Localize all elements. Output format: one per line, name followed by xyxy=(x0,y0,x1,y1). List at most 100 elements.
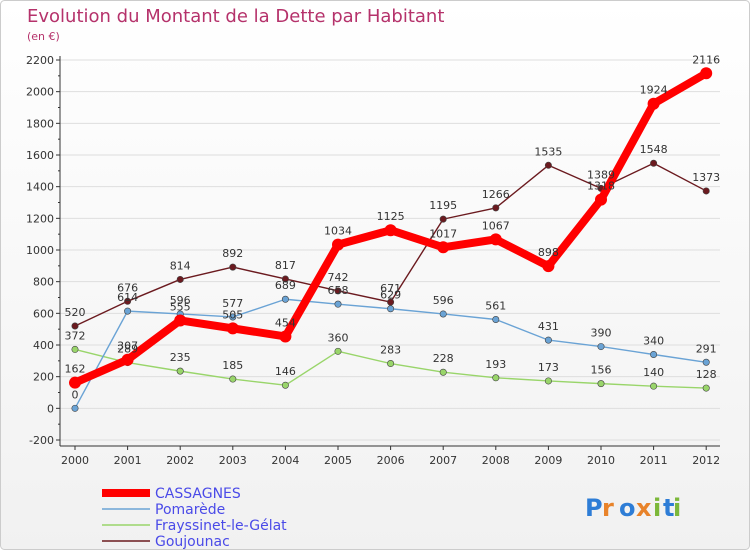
data-point xyxy=(492,374,500,382)
data-label: 307 xyxy=(117,340,138,353)
data-label: 146 xyxy=(275,365,296,378)
data-label: 283 xyxy=(380,344,401,357)
data-point xyxy=(542,260,555,273)
data-point xyxy=(384,224,397,237)
data-point xyxy=(226,322,239,335)
data-point xyxy=(334,347,342,355)
y-tick-label: 1800 xyxy=(26,117,54,130)
y-tick-label: 0 xyxy=(47,402,54,415)
brand-letter: i xyxy=(673,494,681,522)
data-label: 817 xyxy=(275,259,296,272)
data-point xyxy=(229,375,237,383)
data-label: 1195 xyxy=(429,199,457,212)
x-tick-label: 2006 xyxy=(377,454,405,467)
legend-label: Goujounac xyxy=(155,534,230,550)
data-label: 658 xyxy=(328,284,349,297)
x-tick-label: 2002 xyxy=(166,454,194,467)
data-label: 561 xyxy=(485,300,506,313)
data-point xyxy=(650,382,658,390)
legend-label: CASSAGNES xyxy=(155,486,241,502)
data-label: 2116 xyxy=(692,53,720,66)
data-point xyxy=(647,97,660,110)
legend-label: Frayssinet-le-Gélat xyxy=(155,518,287,534)
data-label: 629 xyxy=(380,289,401,302)
axes: -200020040060080010001200140016001800200… xyxy=(26,54,720,467)
data-label: 520 xyxy=(65,306,86,319)
x-tick-label: 2012 xyxy=(692,454,720,467)
x-tick-label: 2009 xyxy=(534,454,562,467)
data-point xyxy=(332,238,344,251)
data-point xyxy=(439,215,447,223)
data-point xyxy=(121,353,134,366)
data-point xyxy=(229,263,237,271)
data-point xyxy=(176,275,184,283)
data-label: 1017 xyxy=(429,227,457,240)
data-label: 1034 xyxy=(324,225,352,238)
x-tick-label: 2001 xyxy=(114,454,142,467)
brand-letter: i xyxy=(653,494,661,522)
data-point xyxy=(700,67,713,80)
x-tick-label: 2004 xyxy=(271,454,299,467)
data-point xyxy=(174,314,187,327)
chart-title: Evolution du Montant de la Dette par Hab… xyxy=(27,6,444,27)
data-point xyxy=(544,336,552,344)
data-label: 1535 xyxy=(534,145,562,158)
brand-letter: x xyxy=(636,494,652,522)
x-tick-label: 2010 xyxy=(587,454,615,467)
data-label: 1266 xyxy=(482,188,510,201)
data-label: 289 xyxy=(117,343,138,356)
data-label: 291 xyxy=(696,342,717,355)
data-point xyxy=(176,367,184,375)
data-label: 892 xyxy=(222,247,243,260)
data-point xyxy=(387,360,395,368)
x-tick-label: 2000 xyxy=(61,454,89,467)
data-label: 1125 xyxy=(377,210,405,223)
data-point xyxy=(702,358,710,366)
y-tick-label: 800 xyxy=(33,276,54,289)
data-point xyxy=(387,305,395,313)
data-label: 671 xyxy=(380,282,401,295)
data-point xyxy=(281,275,289,283)
x-tick-label: 2003 xyxy=(219,454,247,467)
data-label: 689 xyxy=(275,279,296,292)
data-point xyxy=(489,233,502,246)
data-label: 185 xyxy=(222,359,243,372)
data-label: 814 xyxy=(170,259,191,272)
x-tick-label: 2005 xyxy=(324,454,352,467)
series xyxy=(69,67,713,412)
y-tick-label: 1200 xyxy=(26,212,54,225)
data-point xyxy=(437,241,450,254)
data-point xyxy=(334,300,342,308)
chart-subtitle: (en €) xyxy=(27,30,60,43)
data-point xyxy=(492,204,500,212)
data-point xyxy=(597,343,605,351)
data-point xyxy=(281,295,289,303)
brand-letter: r xyxy=(602,494,614,522)
data-point xyxy=(650,159,658,167)
data-point xyxy=(69,376,81,389)
data-point xyxy=(334,287,342,295)
data-label: 596 xyxy=(170,294,191,307)
y-tick-label: 600 xyxy=(33,307,54,320)
y-tick-label: 400 xyxy=(33,339,54,352)
data-point xyxy=(492,316,500,324)
data-point xyxy=(229,313,237,321)
y-tick-label: 1000 xyxy=(26,244,54,257)
brand-letter: o xyxy=(619,494,636,522)
x-tick-label: 2007 xyxy=(429,454,457,467)
data-point xyxy=(281,381,289,389)
data-label: 173 xyxy=(538,361,559,374)
data-point xyxy=(544,161,552,169)
data-label: 614 xyxy=(117,291,138,304)
data-label: 1389 xyxy=(587,168,615,181)
legend-label: Pomarède xyxy=(155,502,225,518)
brand-letter: t xyxy=(663,494,674,522)
data-label: 1548 xyxy=(640,143,668,156)
data-label: 596 xyxy=(433,294,454,307)
data-label: 156 xyxy=(591,364,612,377)
x-tick-label: 2008 xyxy=(482,454,510,467)
y-tick-label: -200 xyxy=(29,434,54,447)
data-label: 431 xyxy=(538,320,559,333)
